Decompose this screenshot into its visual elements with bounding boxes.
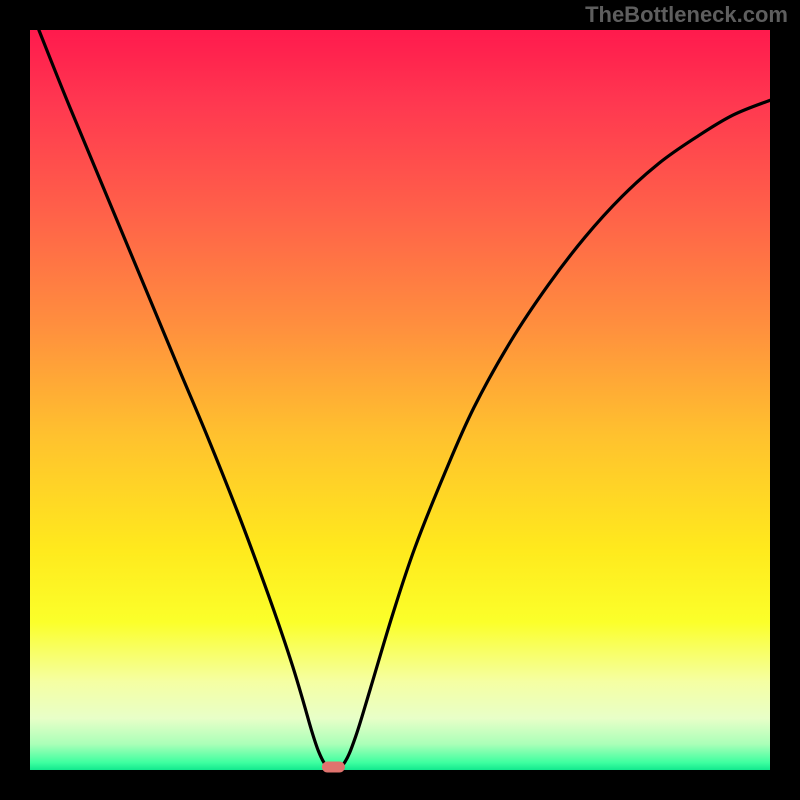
chart-frame: TheBottleneck.com [0,0,800,800]
curve-layer [30,30,770,770]
minimum-marker [322,761,344,772]
watermark-text: TheBottleneck.com [585,2,788,28]
plot-area [30,30,770,770]
bottleneck-curve [39,30,770,770]
